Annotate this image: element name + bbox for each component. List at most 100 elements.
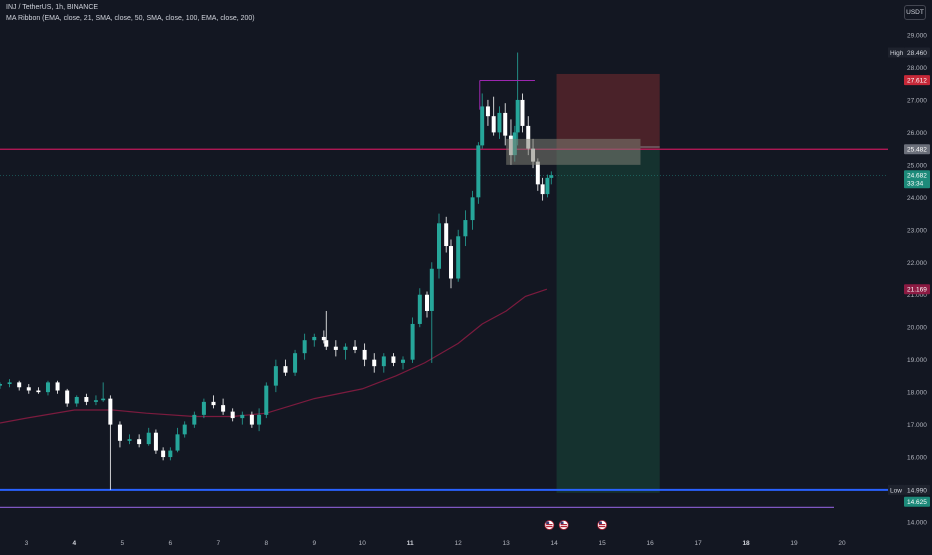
candle-body: [503, 112, 508, 136]
candle-body: [137, 439, 142, 445]
y-tick-label: 26.000: [907, 130, 927, 137]
x-tick-label: 11: [407, 540, 414, 547]
candle-body: [168, 450, 173, 458]
y-tick-label: 27.000: [907, 97, 927, 104]
candle-body: [436, 223, 441, 269]
candle-body: [182, 424, 187, 435]
candle-body: [353, 346, 358, 350]
ema-badge: 21.169: [907, 287, 927, 294]
candle-body: [273, 366, 278, 386]
low-badge-tag: Low: [890, 487, 902, 494]
x-tick-label: 3: [25, 540, 29, 547]
flag-canton: [546, 521, 550, 524]
flag-canton: [560, 521, 564, 524]
x-tick-label: 4: [73, 540, 77, 547]
y-tick-label: 28.000: [907, 65, 927, 72]
candle-body: [515, 99, 520, 133]
candle-body: [36, 390, 41, 393]
candle-body: [45, 382, 50, 393]
y-tick-label: 20.000: [907, 325, 927, 332]
candle-body: [410, 323, 415, 360]
x-tick-label: 8: [264, 540, 268, 547]
candle-body: [26, 387, 31, 391]
y-tick-label: 22.000: [907, 260, 927, 267]
candle-body: [545, 177, 550, 195]
candle-body: [343, 346, 348, 350]
candle-body: [470, 197, 475, 221]
candle-body: [463, 220, 468, 237]
candle-body: [312, 336, 317, 341]
y-tick-label: 16.000: [907, 455, 927, 462]
candle-body: [146, 432, 151, 445]
candle-body: [249, 414, 254, 425]
y-tick-label: 24.000: [907, 195, 927, 202]
symbol-title: INJ / TetherUS, 1h, BINANCE: [6, 4, 99, 11]
y-tick-label: 14.000: [907, 520, 927, 527]
y-tick-label: 17.000: [907, 422, 927, 429]
us-flag-event-icon[interactable]: [558, 520, 569, 530]
x-tick-label: 10: [359, 540, 367, 547]
countdown-badge: 33:34: [907, 181, 924, 188]
target-badge: 14.625: [907, 499, 927, 506]
y-tick-label: 19.000: [907, 357, 927, 364]
candle-body: [448, 246, 453, 279]
x-tick-label: 14: [551, 540, 559, 547]
candle-body: [101, 398, 106, 401]
candle-body: [175, 434, 180, 451]
candle-body: [17, 382, 22, 388]
candle-body: [55, 382, 60, 391]
candle-body: [7, 382, 12, 385]
y-tick-label: 23.000: [907, 227, 927, 234]
candle-body: [192, 414, 197, 425]
candle-body: [321, 336, 326, 341]
candle-body: [429, 268, 434, 311]
candle-body: [264, 385, 269, 415]
y-tick-label: 25.000: [907, 162, 927, 169]
ema-badge-bg: [904, 284, 930, 295]
candle-body: [221, 405, 226, 412]
candle-body: [333, 346, 338, 350]
entry-zone: [506, 138, 641, 165]
flag-stripe: [598, 524, 606, 526]
x-tick-label: 9: [312, 540, 316, 547]
ema200-line: [0, 288, 548, 424]
candle-body: [520, 99, 525, 126]
candle-body: [480, 106, 485, 146]
candle-body: [127, 439, 132, 441]
y-tick-label: 29.000: [907, 33, 927, 40]
stop-loss-zone: [556, 73, 660, 150]
low-badge-tag-bg: [888, 484, 904, 495]
currency-button[interactable]: USDT: [904, 5, 926, 20]
low-badge: 14.990: [907, 487, 927, 494]
candle-body: [293, 353, 298, 373]
candle-body: [324, 340, 329, 347]
x-tick-label: 5: [121, 540, 125, 547]
stop-badge: 27.612: [907, 78, 927, 85]
us-flag-event-icon[interactable]: [544, 520, 555, 530]
candle-body: [491, 116, 496, 133]
stop-badge-bg: [904, 75, 930, 86]
x-tick-label: 20: [838, 540, 846, 547]
entry-badge-bg: [904, 144, 930, 155]
flag-stripe: [560, 524, 567, 526]
current-price-badge-bg: [904, 170, 930, 189]
candle-body: [201, 401, 206, 415]
candle-body: [535, 161, 540, 185]
flag-stripe: [546, 526, 553, 528]
x-tick-label: 6: [169, 540, 173, 547]
candle-body: [65, 390, 70, 404]
candle-body: [372, 359, 377, 367]
us-flag-event-icon[interactable]: [597, 520, 608, 530]
candle-body: [485, 106, 490, 117]
flag-stripe: [598, 526, 606, 528]
y-tick-label: 18.000: [907, 390, 927, 397]
x-tick-label: 16: [646, 540, 654, 547]
current-price-badge: 24.682: [907, 173, 927, 180]
candle-body: [257, 414, 262, 425]
candle-body: [230, 411, 235, 419]
candle-body: [211, 401, 216, 406]
indicator-label[interactable]: MA Ribbon (EMA, close, 21, SMA, close, 5…: [6, 15, 255, 22]
